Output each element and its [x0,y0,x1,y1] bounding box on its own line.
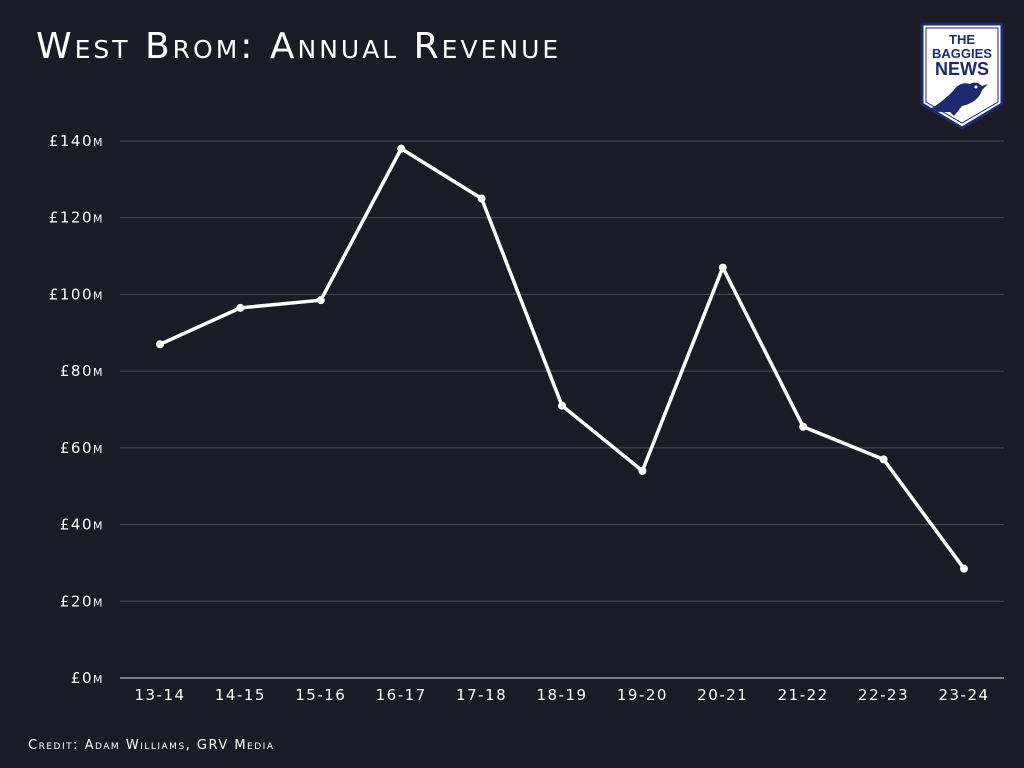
logo-text-line1: THE [949,32,975,47]
gridlines [120,140,1004,602]
x-tick-label: 19-20 [617,686,668,704]
x-tick-label: 13-14 [134,686,185,704]
data-point [638,466,647,475]
x-tick-label: 20-21 [697,686,748,704]
data-point [960,564,968,573]
y-tick-label: £0m [71,669,104,687]
y-tick-label: £100m [49,285,104,303]
baggie-bird-icon [928,82,988,116]
x-tick-label: 17-18 [456,686,507,704]
data-point [477,194,486,203]
data-point [397,144,406,153]
x-tick-label: 16-17 [376,686,427,704]
y-tick-label: £80m [60,362,104,380]
x-axis-ticks: 13-14 14-15 15-16 16-17 17-18 18-19 19-20 20-21… [134,686,989,704]
y-tick-label: £140m [49,132,104,150]
y-tick-label: £40m [60,516,104,534]
x-tick-label: 14-15 [215,686,266,704]
y-tick-label: £60m [60,439,104,457]
data-point [316,296,325,305]
y-axis-ticks: £0m £20m £40m £60m £80m £100m £120m £140m [49,132,104,687]
x-tick-label: 15-16 [295,686,346,704]
logo-text-line2: BAGGIES [932,46,992,61]
data-point [718,263,727,272]
data-point [156,340,164,349]
x-tick-label: 21-22 [778,686,829,704]
logo-shield: THE BAGGIES NEWS [920,22,1004,130]
data-point [558,401,566,410]
x-tick-label: 22-23 [858,686,909,704]
revenue-series-line [159,146,966,570]
data-point [236,303,245,312]
y-tick-label: £120m [49,209,104,227]
y-tick-label: £20m [60,592,104,610]
x-tick-label: 23-24 [938,686,989,704]
credit-text: Credit: Adam Williams, GRV Media [28,738,275,753]
chart-title: West Brom: Annual Revenue [36,26,562,67]
baggies-news-logo: THE BAGGIES NEWS [920,22,1004,130]
data-point [799,422,808,431]
data-point [879,455,888,464]
x-tick-label: 18-19 [536,686,587,704]
data-points [156,144,968,573]
logo-text-line3: NEWS [935,59,989,79]
